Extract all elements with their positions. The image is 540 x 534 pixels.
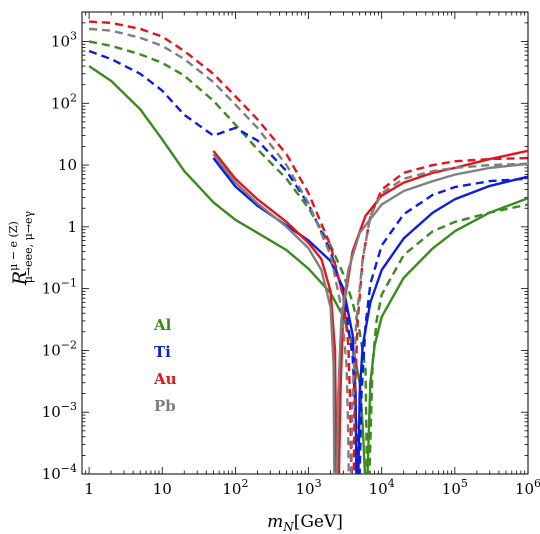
- y-tick-label: 10: [58, 156, 77, 174]
- x-axis-label: mN[GeV]: [267, 512, 343, 534]
- legend-label-ti: Ti: [154, 343, 171, 361]
- y-tick-label: 10−4: [42, 462, 77, 483]
- x-tick-label: 1: [84, 480, 94, 498]
- legend-label-pb: Pb: [154, 397, 176, 415]
- x-tick-label: 106: [515, 477, 540, 498]
- legend-label-au: Au: [153, 370, 177, 388]
- x-tick-label: 105: [442, 477, 468, 498]
- legend-label-al: Al: [153, 316, 172, 334]
- x-tick-label: 10: [153, 480, 172, 498]
- y-tick-label: 10−1: [42, 277, 77, 298]
- x-tick-label: 102: [222, 477, 248, 498]
- y-tick-label: 102: [51, 91, 77, 112]
- y-tick-label: 1: [67, 218, 77, 236]
- tick-labels: 1 10 102 103 104 105 106 10−4 10−3 10−2 10−1 1 10 102…: [42, 29, 540, 498]
- legend: Al Ti Au Pb: [153, 316, 177, 415]
- y-axis-label: Rμ − e (Z) μ→eee, μ→eγ: [7, 210, 35, 286]
- x-tick-label: 104: [369, 477, 395, 498]
- y-tick-label: 10−2: [42, 338, 77, 359]
- y-tick-label: 10−3: [42, 400, 77, 421]
- x-tick-label: 103: [295, 477, 321, 498]
- y-tick-label: 103: [51, 29, 77, 50]
